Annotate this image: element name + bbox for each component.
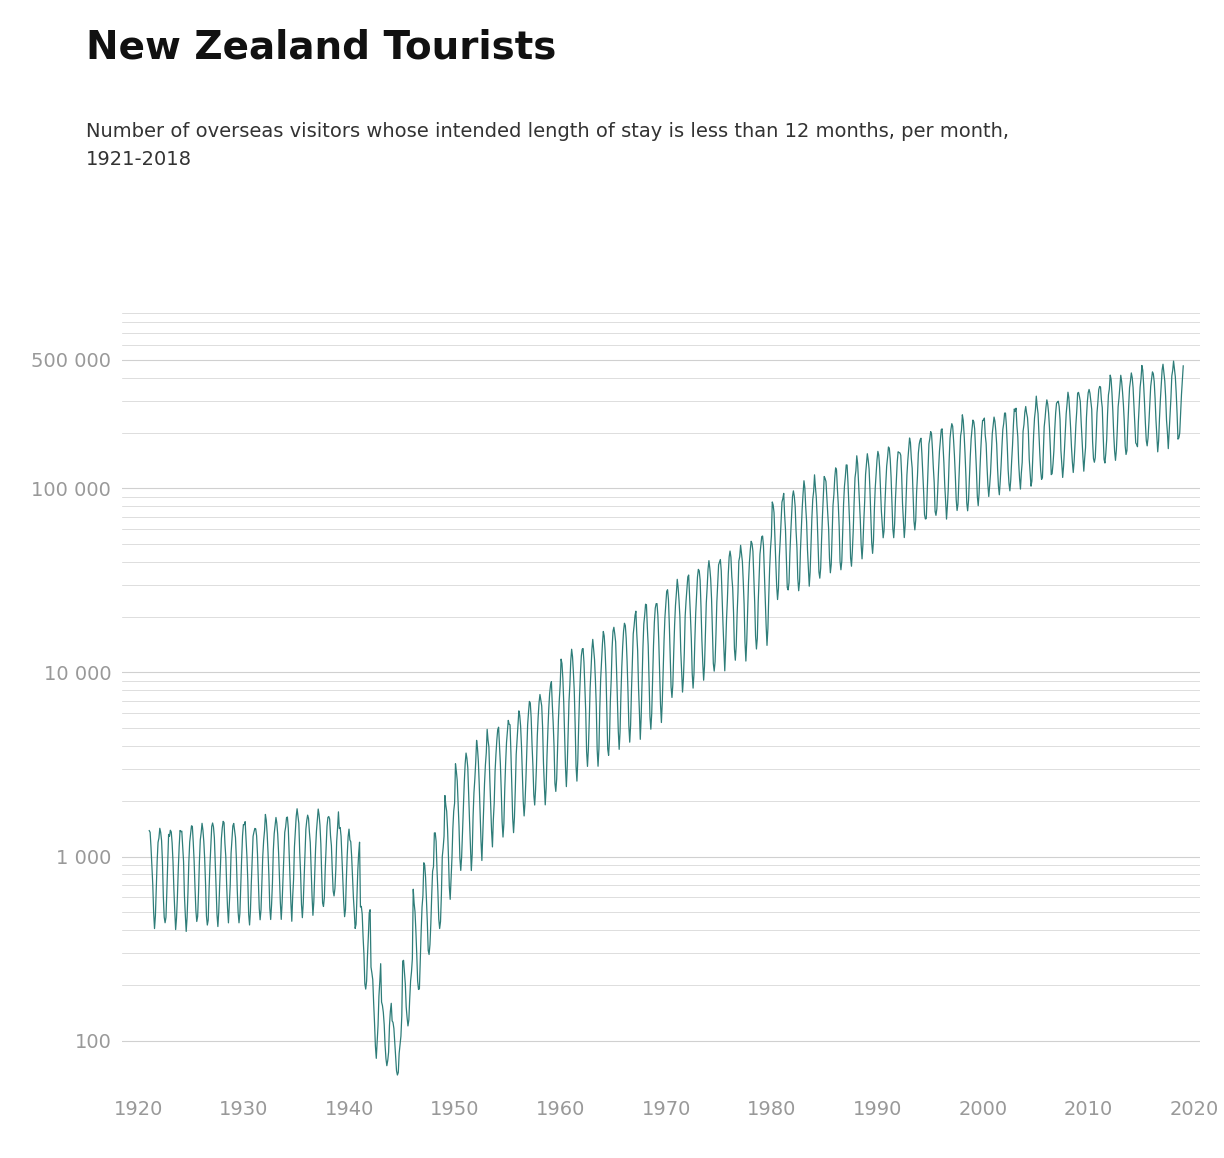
Text: New Zealand Tourists: New Zealand Tourists (86, 29, 556, 67)
Text: Number of overseas visitors whose intended length of stay is less than 12 months: Number of overseas visitors whose intend… (86, 122, 1009, 169)
